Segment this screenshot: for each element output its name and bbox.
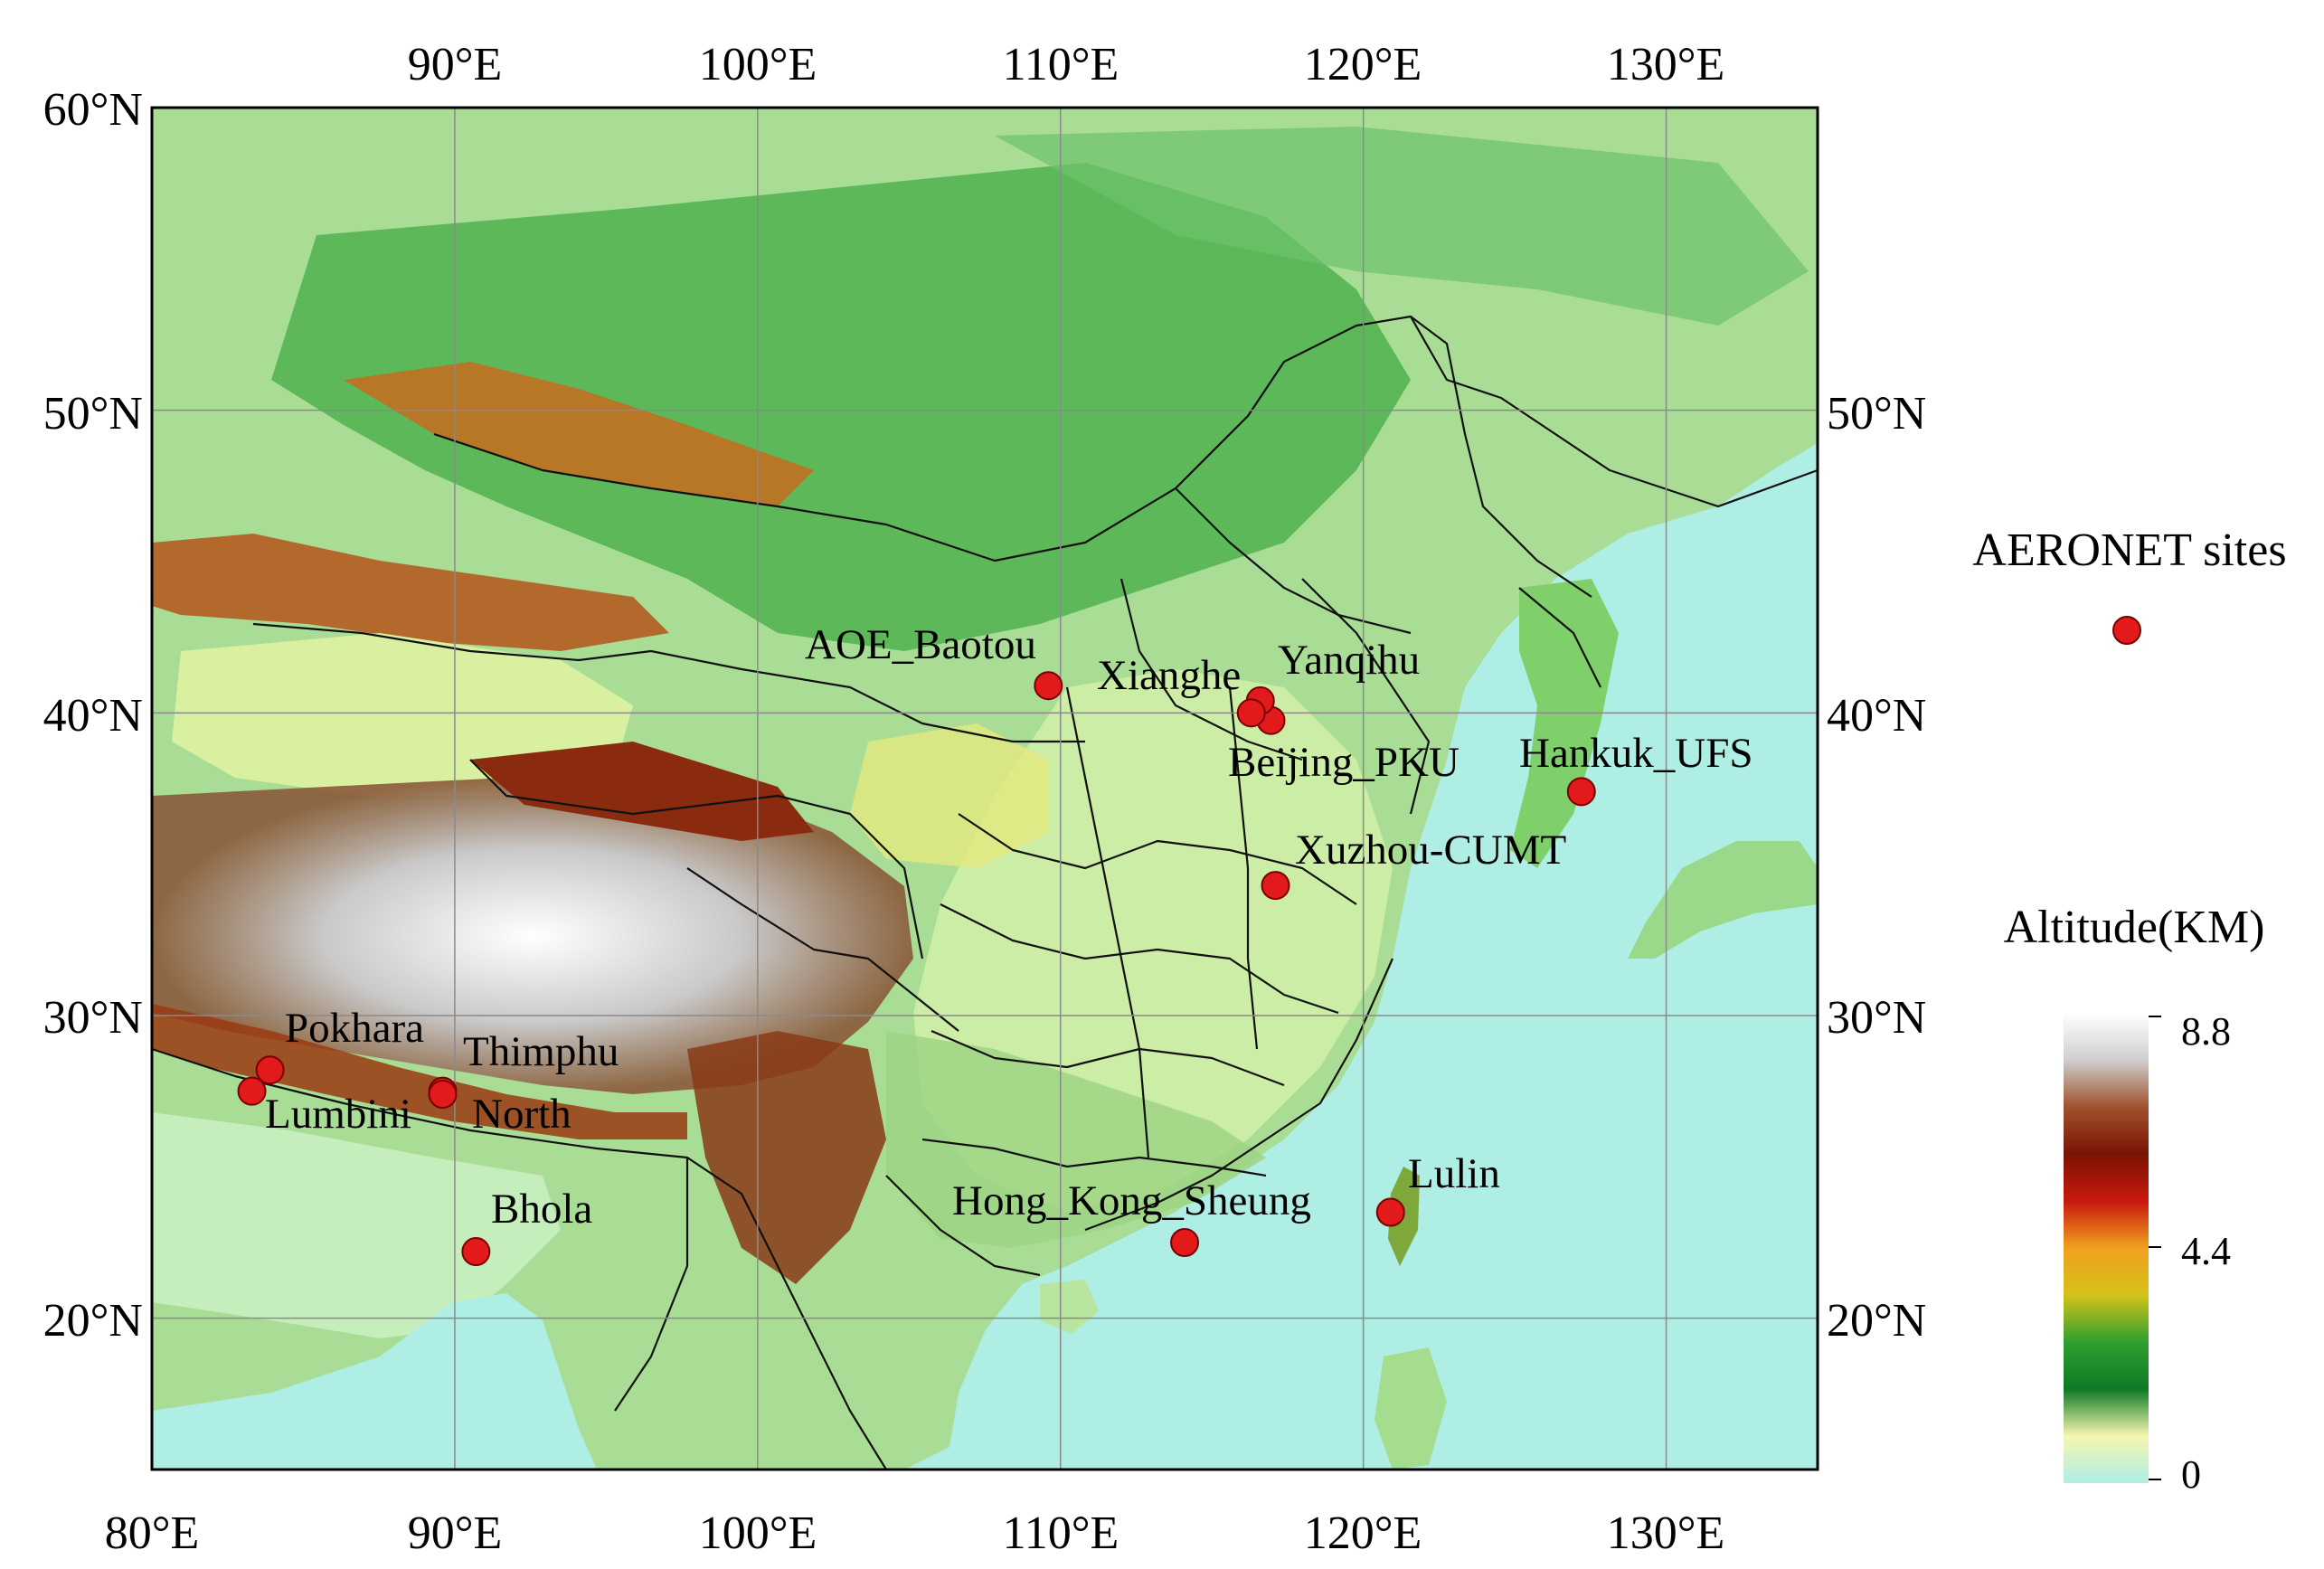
tianshan-mountains bbox=[152, 534, 669, 651]
site-label-yanqihu: Yanqihu bbox=[1278, 637, 1420, 684]
indo-gangetic-plain bbox=[152, 1112, 561, 1338]
site-label-xuzhou-cumt: Xuzhou-CUMT bbox=[1295, 827, 1566, 874]
lon-label-top-110: 110°E bbox=[1003, 39, 1119, 90]
luzon-island bbox=[1375, 1347, 1447, 1470]
lat-label-right-50: 50°N bbox=[1827, 388, 1926, 440]
site-label-beijing-pku: Beijing_PKU bbox=[1228, 739, 1460, 786]
lat-label-right-20: 20°N bbox=[1827, 1295, 1926, 1347]
altai-mountains bbox=[344, 362, 814, 506]
aeronet-sites bbox=[237, 671, 1596, 1267]
sites-legend-marker bbox=[2112, 616, 2141, 645]
site-label-pokhara: Pokhara bbox=[285, 1005, 424, 1052]
site-marker-bhola bbox=[461, 1237, 491, 1267]
site-marker-aoe-baotou bbox=[1034, 671, 1063, 701]
map-body bbox=[152, 108, 1818, 1470]
loess-plateau bbox=[850, 723, 1049, 868]
right-latitude-labels: 50°N 40°N 30°N 20°N bbox=[1827, 388, 1926, 1347]
graticule bbox=[152, 108, 1818, 1470]
himalaya-rim bbox=[152, 1004, 687, 1139]
site-label-hong-kong-sheung: Hong_Kong_Sheung bbox=[952, 1177, 1311, 1224]
hainan-island bbox=[1040, 1280, 1099, 1334]
left-latitude-labels: 60°N 50°N 40°N 30°N 20°N bbox=[43, 84, 143, 1347]
southern-china-hills bbox=[886, 1031, 1266, 1248]
site-label-aoe-baotou: AOE_Baotou bbox=[805, 621, 1036, 668]
northern-forest bbox=[271, 163, 1411, 651]
lon-label-top-90: 90°E bbox=[408, 39, 503, 90]
site-label-xianghe: Xianghe bbox=[1097, 652, 1241, 699]
site-marker-beijing-pku bbox=[1236, 698, 1266, 728]
colorbar-label-max: 8.8 bbox=[2181, 1009, 2231, 1054]
korean-peninsula bbox=[1510, 579, 1619, 868]
site-label-north: North bbox=[472, 1091, 572, 1138]
lat-label-40: 40°N bbox=[43, 690, 143, 742]
colorbar-title: Altitude(KM) bbox=[2004, 902, 2265, 953]
bottom-longitude-labels: 80°E 90°E 100°E 110°E 120°E 130°E bbox=[105, 1508, 1725, 1559]
lat-label-60: 60°N bbox=[43, 84, 143, 136]
site-label-thimphu: Thimphu bbox=[463, 1028, 619, 1075]
site-marker-hankuk-ufs bbox=[1566, 777, 1596, 807]
sites-legend: AERONET sites bbox=[1972, 525, 2287, 645]
lat-label-right-30: 30°N bbox=[1827, 992, 1926, 1044]
lon-label-top-130: 130°E bbox=[1607, 39, 1725, 90]
qaidam-basin bbox=[470, 742, 814, 841]
lat-label-20: 20°N bbox=[43, 1295, 143, 1347]
siberian-green bbox=[995, 127, 1809, 326]
site-marker-pokhara bbox=[255, 1055, 285, 1085]
colorbar-ramp bbox=[2064, 1013, 2149, 1483]
site-label-hankuk-ufs: Hankuk_UFS bbox=[1519, 730, 1753, 777]
top-longitude-labels: 90°E 100°E 110°E 120°E 130°E bbox=[408, 39, 1725, 90]
lat-label-right-40: 40°N bbox=[1827, 690, 1926, 742]
site-label-bhola: Bhola bbox=[491, 1186, 592, 1233]
site-label-lumbini: Lumbini bbox=[265, 1091, 411, 1138]
lat-label-30: 30°N bbox=[43, 992, 143, 1044]
lon-label-90: 90°E bbox=[408, 1508, 503, 1559]
lon-label-80: 80°E bbox=[105, 1508, 200, 1559]
site-marker-xuzhou-cumt bbox=[1261, 871, 1290, 901]
lon-label-120: 120°E bbox=[1304, 1508, 1422, 1559]
site-marker-lulin bbox=[1375, 1197, 1405, 1227]
lon-label-130: 130°E bbox=[1607, 1508, 1725, 1559]
borders bbox=[152, 315, 1818, 1470]
site-marker-hong-kong-sheung bbox=[1170, 1228, 1200, 1257]
lat-label-50: 50°N bbox=[43, 388, 143, 440]
lon-label-top-100: 100°E bbox=[699, 39, 817, 90]
lon-label-100: 100°E bbox=[699, 1508, 817, 1559]
site-marker-north bbox=[428, 1080, 458, 1110]
colorbar-label-min: 0 bbox=[2181, 1452, 2201, 1497]
hengduan-mountains bbox=[687, 1031, 886, 1284]
bay-of-bengal bbox=[152, 1293, 597, 1470]
japan-islands bbox=[1628, 841, 1818, 959]
sites-legend-title: AERONET sites bbox=[1972, 525, 2286, 576]
site-label-lulin: Lulin bbox=[1408, 1150, 1500, 1197]
map-frame bbox=[150, 106, 1819, 1471]
altitude-colorbar: Altitude(KM) 8.8 4.4 0 bbox=[2004, 902, 2265, 1497]
lon-label-110: 110°E bbox=[1003, 1508, 1119, 1559]
colorbar-label-mid: 4.4 bbox=[2181, 1229, 2231, 1273]
lon-label-top-120: 120°E bbox=[1304, 39, 1422, 90]
site-labels: AOE_Baotou Xianghe Yanqihu Beijing_PKU H… bbox=[265, 621, 1753, 1233]
site-marker-lumbini bbox=[237, 1076, 267, 1106]
